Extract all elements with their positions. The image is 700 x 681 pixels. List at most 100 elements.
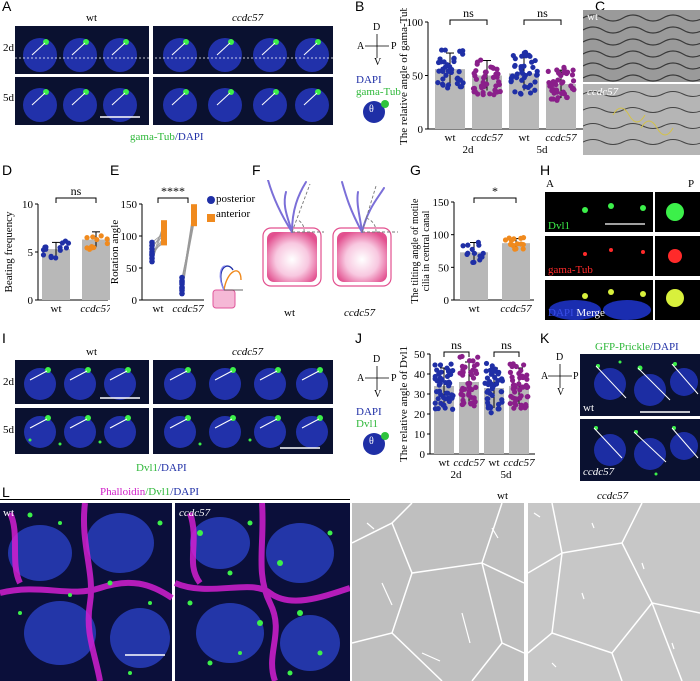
J-point <box>499 376 505 382</box>
J-point <box>467 380 473 387</box>
J-ytick-label: 50 <box>414 349 426 361</box>
E-legend-and-schema <box>207 196 243 309</box>
E-point-anterior <box>161 226 167 233</box>
J-axis-D: D <box>373 354 381 365</box>
B-point <box>494 89 500 95</box>
J-point <box>495 371 501 377</box>
I-ccdc57-label: ccdc57 <box>232 346 264 358</box>
J-point <box>521 362 527 368</box>
L-ccdc57-label: ccdc57 <box>179 507 211 519</box>
J-point <box>520 374 526 381</box>
B-point <box>445 68 451 74</box>
B-point <box>554 97 560 103</box>
J-ytick-label: 40 <box>414 369 426 381</box>
J-point <box>488 410 494 416</box>
B-point <box>527 90 534 96</box>
J-point <box>519 384 525 390</box>
E-point-posterior <box>149 258 155 265</box>
panel-label-I: I <box>2 330 6 346</box>
J-point <box>438 392 444 398</box>
B-point <box>508 75 514 81</box>
B-point <box>561 70 567 76</box>
E-point-posterior <box>149 251 155 257</box>
E-point-anterior <box>191 204 197 211</box>
panel-label-J: J <box>355 330 362 346</box>
E-point-posterior <box>179 285 185 292</box>
J-ytick-label: 0 <box>420 449 426 461</box>
B-point <box>571 86 577 93</box>
J-point <box>525 393 531 400</box>
J-point <box>489 392 495 399</box>
B-point <box>490 74 497 80</box>
J-group-label: 2d <box>451 469 463 481</box>
L-micrographs <box>0 503 350 681</box>
B-legend-gtub: gama-Tub <box>356 86 401 98</box>
J-point <box>458 391 464 397</box>
B-point <box>527 82 534 88</box>
G-point <box>470 259 476 266</box>
J-xtick-label: ccdc57 <box>453 457 485 469</box>
G-point <box>514 241 520 247</box>
B-point <box>569 72 576 78</box>
J-sig-5d-label: ns <box>501 338 512 352</box>
D-point <box>57 247 63 253</box>
B-point <box>488 64 494 70</box>
G-ytick-label: 100 <box>433 230 450 242</box>
J-xtick-label: wt <box>439 457 450 469</box>
D-point <box>98 233 104 239</box>
A-wt-label: wt <box>86 12 97 24</box>
A-caption-dapi: /DAPI <box>174 131 204 143</box>
K-signals <box>593 360 699 476</box>
C-kymographs <box>583 10 700 155</box>
E-point-anterior <box>161 223 167 230</box>
E-xtick-label: ccdc57 <box>172 303 204 315</box>
D-xtick-label: wt <box>51 303 62 315</box>
E-point-anterior <box>191 220 197 227</box>
B-point <box>435 79 441 86</box>
G-ylabel-2: cilia in central canal <box>421 210 432 291</box>
J-point <box>495 378 501 384</box>
K-wt-label: wt <box>583 402 594 414</box>
E-sig-label: **** <box>161 184 185 198</box>
B-point <box>510 52 516 59</box>
I-caption-dapi: /DAPI <box>158 462 187 474</box>
D-point <box>84 235 90 241</box>
B-xtick-label: wt <box>519 132 530 144</box>
A-5d-label: 5d <box>3 92 14 104</box>
B-xtick-label: wt <box>445 132 456 144</box>
J-point <box>489 368 496 374</box>
G-sig-label: * <box>492 184 498 198</box>
E-legend-anterior: anterior <box>216 208 251 220</box>
J-point <box>437 375 443 381</box>
B-point <box>570 78 577 84</box>
H-dvl1-label: Dvl1 <box>548 220 570 232</box>
H-gtub-image <box>545 236 653 276</box>
B-point <box>472 89 478 95</box>
B-point <box>494 66 500 72</box>
E-point-anterior <box>161 220 167 227</box>
A-cells-overlay <box>15 38 333 122</box>
D-point <box>90 234 96 240</box>
B-xtick-label: ccdc57 <box>545 132 577 144</box>
E-point-anterior <box>161 229 167 236</box>
G-xtick-label: wt <box>469 303 480 315</box>
F-cilia-diagram <box>262 180 398 287</box>
J-point <box>459 387 465 393</box>
J-point <box>475 354 481 360</box>
J-ytick-label: 10 <box>414 429 426 441</box>
panel-label-H: H <box>540 162 551 178</box>
B-point <box>529 59 535 65</box>
B-point <box>442 47 448 53</box>
G-point <box>471 250 478 256</box>
J-point <box>498 389 505 395</box>
J-point <box>450 406 456 412</box>
J-point <box>486 379 493 385</box>
J-point <box>457 354 463 360</box>
K-caption-prickle: GFP-Prickle <box>595 341 650 353</box>
J-point <box>518 405 524 411</box>
J-point <box>509 374 515 380</box>
B-point <box>532 79 538 85</box>
I-2d-label: 2d <box>3 376 14 388</box>
panel-label-E: E <box>110 162 120 178</box>
J-axis-A: A <box>357 373 365 384</box>
